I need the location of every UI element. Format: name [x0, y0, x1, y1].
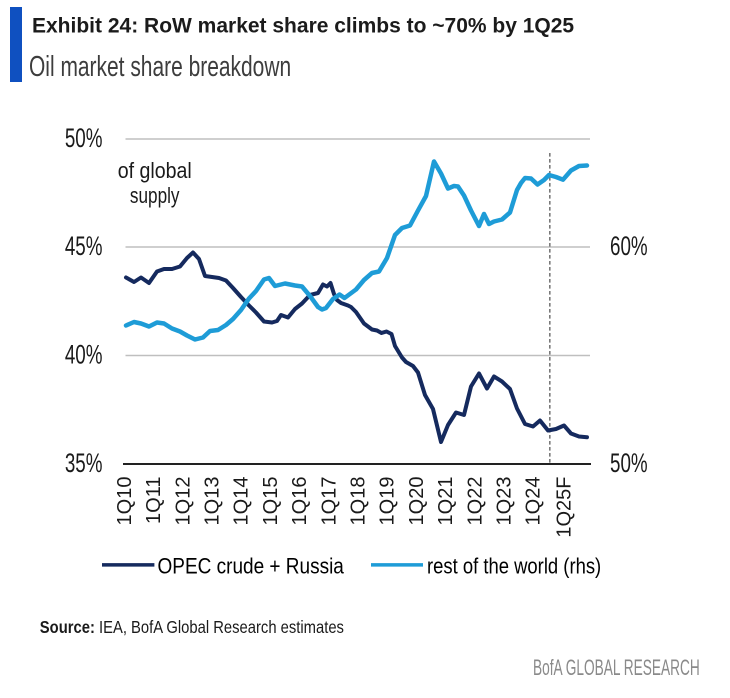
svg-text:1Q15: 1Q15 [260, 477, 282, 526]
svg-text:50%: 50% [65, 123, 103, 153]
svg-text:1Q18: 1Q18 [348, 477, 370, 526]
svg-text:1Q16: 1Q16 [289, 477, 311, 526]
svg-text:Oil market share breakdown: Oil market share breakdown [29, 51, 291, 83]
svg-text:1Q10: 1Q10 [114, 477, 136, 526]
svg-text:50%: 50% [610, 448, 648, 478]
svg-text:1Q17: 1Q17 [318, 477, 340, 526]
svg-text:OPEC crude + Russia: OPEC crude + Russia [158, 554, 345, 579]
svg-text:1Q20: 1Q20 [406, 477, 428, 526]
svg-text:60%: 60% [610, 231, 648, 261]
svg-text:1Q11: 1Q11 [143, 477, 165, 524]
svg-text:Source: IEA, BofA Global Resea: Source: IEA, BofA Global Research estima… [40, 618, 344, 638]
svg-text:1Q12: 1Q12 [172, 477, 194, 526]
svg-text:1Q23: 1Q23 [494, 477, 516, 526]
svg-text:40%: 40% [65, 339, 103, 369]
svg-text:1Q13: 1Q13 [202, 477, 224, 526]
svg-text:of global: of global [118, 159, 192, 183]
svg-text:1Q22: 1Q22 [464, 477, 486, 526]
svg-text:1Q14: 1Q14 [231, 477, 253, 526]
svg-text:rest of the world (rhs): rest of the world (rhs) [427, 554, 601, 579]
svg-text:1Q21: 1Q21 [435, 477, 457, 526]
svg-text:1Q24: 1Q24 [523, 477, 545, 526]
svg-text:35%: 35% [65, 448, 103, 478]
svg-text:45%: 45% [65, 231, 103, 261]
svg-text:Exhibit 24: RoW market share c: Exhibit 24: RoW market share climbs to ~… [32, 14, 574, 37]
svg-text:BofA GLOBAL RESEARCH: BofA GLOBAL RESEARCH [533, 655, 700, 680]
svg-text:1Q19: 1Q19 [377, 477, 399, 526]
svg-text:1Q25F: 1Q25F [553, 477, 575, 538]
svg-text:supply: supply [130, 184, 180, 209]
